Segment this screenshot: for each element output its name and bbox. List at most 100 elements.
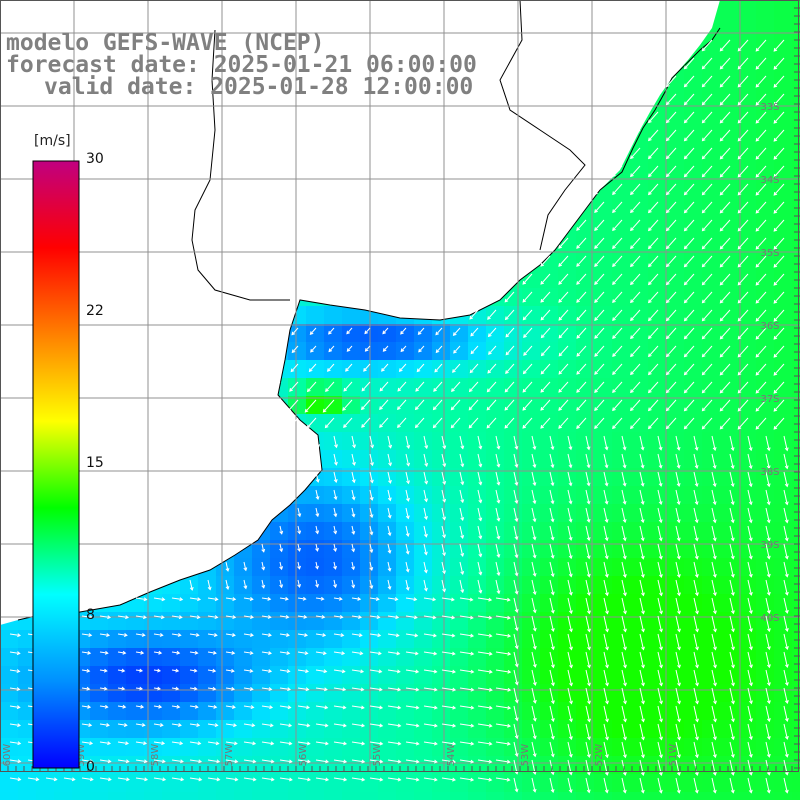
wind-cell: [108, 720, 127, 739]
wind-arrow-head: [506, 741, 511, 746]
wind-arrow-head: [730, 771, 735, 776]
wind-arrow-head: [773, 425, 778, 430]
wind-cell: [774, 630, 793, 649]
wind-arrow-head: [488, 615, 493, 620]
wind-arrow: [441, 687, 456, 691]
wind-cell: [126, 720, 145, 739]
wind-arrow: [648, 147, 659, 159]
wind-arrow: [522, 291, 533, 303]
wind-arrow-head: [773, 389, 778, 394]
wind-cell: [738, 738, 757, 757]
wind-arrow-head: [694, 771, 699, 776]
wind-arrow: [513, 669, 518, 685]
wind-arrow: [567, 615, 572, 632]
wind-cell: [792, 198, 800, 217]
wind-arrow: [639, 633, 644, 650]
wind-arrow-head: [159, 723, 164, 727]
wind-cell: [414, 468, 433, 487]
wind-arrow: [297, 723, 310, 727]
wind-cell: [180, 684, 199, 703]
wind-arrow: [693, 489, 698, 505]
wind-arrow-head: [659, 700, 663, 705]
wind-arrow: [720, 129, 731, 142]
wind-cell: [612, 522, 631, 541]
wind-arrow: [369, 435, 374, 448]
wind-arrow-head: [630, 299, 634, 304]
wind-arrow-head: [17, 777, 22, 782]
wind-arrow-head: [214, 723, 219, 728]
wind-arrow: [594, 255, 605, 267]
wind-arrow: [405, 453, 410, 466]
wind-arrow: [755, 219, 767, 232]
wind-arrow: [405, 669, 419, 673]
wind-arrow: [630, 417, 641, 429]
wind-cell: [576, 648, 595, 667]
wind-cell: [666, 414, 685, 433]
wind-arrow-head: [784, 735, 789, 740]
wind-cell: [450, 630, 469, 649]
wind-arrow-head: [612, 353, 616, 357]
wind-cell: [486, 324, 505, 343]
wind-arrow-head: [333, 513, 338, 518]
wind-arrow-head: [730, 501, 735, 506]
wind-arrow: [261, 777, 274, 781]
wind-cell: [396, 774, 415, 793]
wind-arrow: [666, 381, 677, 393]
wind-arrow: [153, 741, 165, 745]
wind-arrow-head: [558, 407, 562, 411]
wind-arrow-head: [683, 281, 688, 286]
wind-arrow-head: [406, 480, 410, 485]
wind-arrow: [684, 183, 695, 195]
wind-arrow: [549, 489, 554, 504]
wind-arrow: [333, 579, 337, 588]
wind-arrow: [549, 615, 554, 632]
wind-arrow: [189, 777, 202, 781]
wind-arrow: [153, 615, 164, 618]
wind-arrow: [567, 723, 572, 740]
wind-arrow: [612, 165, 623, 177]
wind-cell: [774, 270, 793, 289]
wind-arrow-head: [304, 633, 309, 637]
wind-arrow: [675, 525, 680, 541]
wind-cell: [720, 0, 739, 19]
wind-arrow-head: [315, 530, 320, 535]
wind-arrow: [621, 687, 626, 704]
wind-cell: [756, 468, 775, 487]
wind-arrow-head: [748, 736, 753, 741]
wind-arrow-head: [522, 316, 527, 321]
wind-arrow: [135, 777, 148, 781]
wind-arrow: [451, 381, 461, 392]
wind-arrow: [783, 453, 788, 469]
wind-cell: [630, 396, 649, 415]
wind-arrow-head: [755, 389, 760, 394]
wind-arrow-head: [641, 718, 645, 723]
wind-arrow-head: [712, 483, 717, 488]
wind-cell: [216, 792, 235, 800]
wind-arrow: [333, 561, 337, 570]
wind-cell: [342, 306, 361, 325]
wind-arrow: [612, 255, 623, 267]
wind-arrow: [225, 651, 235, 654]
wind-arrow: [783, 741, 788, 757]
wind-cell: [288, 774, 307, 793]
wind-arrow: [693, 453, 698, 469]
wind-arrow: [639, 435, 644, 450]
wind-cell: [738, 378, 757, 397]
wind-arrow: [135, 759, 147, 763]
wind-arrow: [477, 669, 492, 673]
wind-arrow: [416, 363, 425, 372]
wind-cell: [666, 720, 685, 739]
wind-arrow: [513, 525, 518, 540]
wind-cell: [594, 324, 613, 343]
wind-arrow: [117, 615, 129, 619]
wind-cell: [576, 432, 595, 451]
wind-arrow: [639, 615, 644, 632]
wind-cell: [396, 576, 415, 595]
wind-arrow-head: [683, 317, 688, 322]
wind-arrow: [783, 687, 788, 704]
wind-arrow-head: [784, 465, 789, 470]
wind-arrow-head: [325, 388, 329, 392]
wind-arrow: [729, 741, 734, 758]
wind-cell: [576, 450, 595, 469]
wind-cell: [648, 414, 667, 433]
